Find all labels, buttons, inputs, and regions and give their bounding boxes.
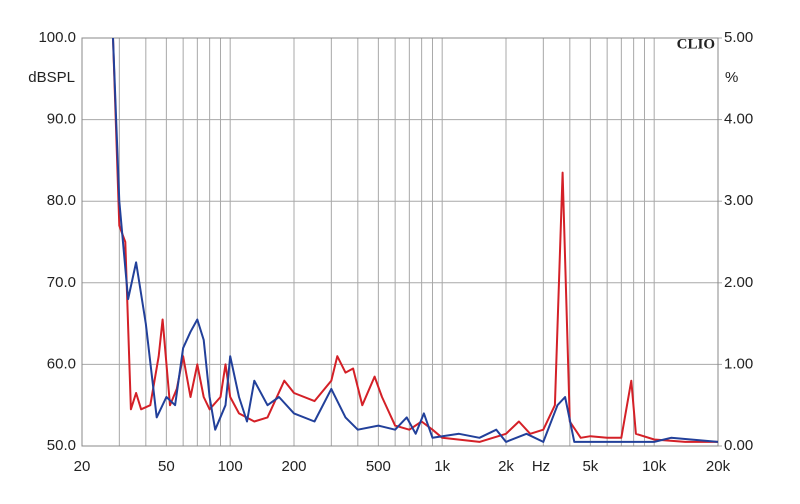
y-tick-label: 50.0 (47, 437, 76, 454)
series-line (112, 38, 718, 443)
brand: CLIO (677, 36, 715, 52)
x-tick-label: 2k (498, 458, 514, 475)
y2-tick-label: 3.00 (724, 192, 753, 209)
y2-tick-label: 0.00 (724, 437, 753, 454)
y2-tick-label: 4.00 (724, 111, 753, 128)
y-tick-label: 80.0 (47, 192, 76, 209)
x-tick-label: 500 (366, 458, 391, 475)
y2-tick-label: 1.00 (724, 355, 753, 372)
plot-area (112, 38, 718, 443)
x-tick-label: 1k (434, 458, 450, 475)
y2-tick-label: 2.00 (724, 274, 753, 291)
plot-frame (81, 37, 719, 447)
x-tick-label: 20k (706, 458, 731, 475)
y-tick-label: 60.0 (47, 355, 76, 372)
x-tick-label: 10k (642, 458, 667, 475)
x-tick-label: 100 (218, 458, 243, 475)
y2-axis-label: % (725, 69, 738, 86)
x-tick-label: 50 (158, 458, 175, 475)
y-tick-label: 100.0 (38, 29, 76, 46)
x-tick-label: 5k (582, 458, 598, 475)
x-tick-label: 20 (74, 458, 91, 475)
y2-tick-label: 5.00 (724, 29, 753, 46)
x-axis-label: Hz (532, 458, 550, 475)
y-tick-label: 90.0 (47, 111, 76, 128)
y-axis-label: dBSPL (28, 69, 75, 86)
x-tick-label: 200 (281, 458, 306, 475)
y-tick-label: 70.0 (47, 274, 76, 291)
